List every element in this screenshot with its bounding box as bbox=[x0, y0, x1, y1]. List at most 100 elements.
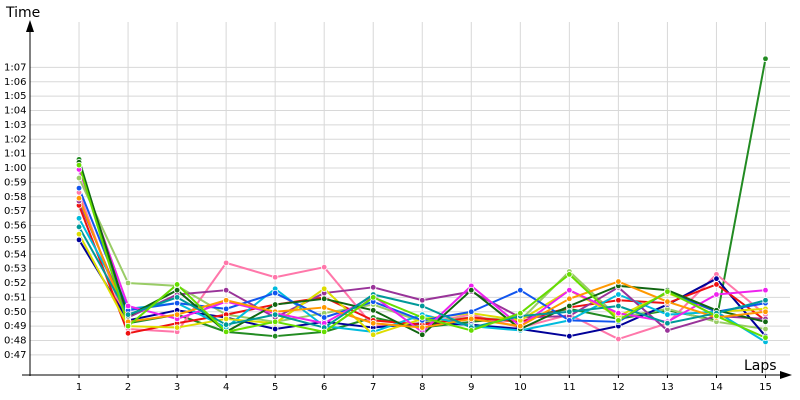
x-tick-label: 2 bbox=[125, 382, 131, 393]
y-tick-label: 0:55 bbox=[4, 235, 26, 246]
data-point bbox=[271, 274, 279, 281]
x-tick-label: 12 bbox=[612, 382, 625, 393]
data-point bbox=[75, 174, 83, 182]
data-point bbox=[271, 332, 279, 340]
y-axis-arrow bbox=[26, 20, 34, 32]
data-point bbox=[664, 311, 671, 318]
data-point bbox=[615, 309, 622, 317]
data-point bbox=[762, 318, 769, 326]
data-point bbox=[664, 327, 671, 334]
x-tick-label: 5 bbox=[272, 382, 278, 393]
data-point bbox=[320, 304, 328, 311]
data-point bbox=[615, 291, 622, 298]
x-tick-label: 1 bbox=[76, 382, 82, 393]
data-point bbox=[664, 320, 671, 327]
data-point bbox=[713, 312, 720, 320]
data-point bbox=[75, 161, 83, 169]
x-tick-label: 8 bbox=[419, 382, 425, 393]
data-point bbox=[222, 286, 230, 294]
x-tick-label: 6 bbox=[321, 382, 327, 393]
x-tick-label: 10 bbox=[514, 382, 527, 393]
y-tick-label: 0:59 bbox=[4, 177, 26, 188]
data-point bbox=[615, 302, 622, 310]
data-point bbox=[419, 297, 426, 304]
data-point bbox=[271, 311, 279, 318]
y-tick-label: 0:53 bbox=[4, 264, 26, 275]
data-point bbox=[320, 263, 328, 271]
data-point bbox=[124, 302, 132, 310]
data-point bbox=[664, 298, 671, 305]
data-point bbox=[370, 331, 377, 338]
data-point bbox=[370, 320, 377, 327]
y-tick-label: 1:00 bbox=[4, 163, 26, 174]
data-point bbox=[173, 294, 181, 301]
x-tick-label: 7 bbox=[370, 382, 376, 393]
data-point bbox=[173, 286, 181, 294]
data-point bbox=[320, 285, 328, 292]
y-tick-label: 0:50 bbox=[4, 307, 26, 318]
data-point bbox=[320, 328, 328, 336]
data-point bbox=[75, 236, 83, 244]
plot-area bbox=[75, 55, 769, 346]
x-tick-label: 15 bbox=[759, 382, 772, 393]
data-point bbox=[222, 315, 230, 323]
data-point bbox=[173, 299, 181, 307]
data-point bbox=[468, 286, 475, 294]
data-point bbox=[713, 275, 720, 282]
y-tick-label: 0:51 bbox=[4, 292, 26, 303]
y-axis-title: Time bbox=[5, 5, 40, 21]
data-point bbox=[713, 281, 720, 288]
data-point bbox=[271, 318, 279, 326]
y-tick-label: 1:06 bbox=[4, 77, 26, 88]
data-point bbox=[75, 223, 83, 231]
data-point bbox=[468, 315, 475, 323]
data-point bbox=[320, 314, 328, 321]
x-axis-title: Laps bbox=[744, 358, 777, 374]
data-point bbox=[762, 297, 769, 304]
data-point bbox=[124, 330, 132, 337]
data-point bbox=[566, 308, 573, 315]
data-point bbox=[762, 325, 769, 333]
x-axis-arrow bbox=[780, 371, 792, 379]
data-point bbox=[222, 328, 230, 336]
data-point bbox=[762, 286, 769, 294]
y-tick-label: 1:01 bbox=[4, 149, 26, 160]
data-point bbox=[370, 294, 377, 301]
data-point bbox=[271, 301, 279, 308]
data-point bbox=[762, 308, 769, 315]
data-point bbox=[713, 291, 720, 298]
data-point bbox=[615, 317, 622, 324]
data-point bbox=[370, 284, 377, 291]
data-point bbox=[75, 194, 83, 202]
data-point bbox=[517, 322, 524, 330]
data-point bbox=[566, 295, 573, 303]
data-point bbox=[173, 324, 181, 331]
y-tick-label: 0:49 bbox=[4, 321, 26, 332]
data-point bbox=[664, 288, 671, 295]
y-tick-label: 1:07 bbox=[4, 62, 26, 73]
data-point bbox=[615, 335, 622, 343]
data-point bbox=[271, 325, 279, 333]
data-point bbox=[75, 230, 83, 238]
data-point bbox=[370, 307, 377, 314]
y-tick-label: 0:52 bbox=[4, 278, 26, 289]
x-tick-label: 3 bbox=[174, 382, 180, 393]
data-point bbox=[222, 259, 230, 267]
data-point bbox=[173, 311, 181, 318]
data-point bbox=[222, 305, 230, 313]
y-tick-label: 1:03 bbox=[4, 120, 26, 131]
x-tick-label: 13 bbox=[661, 382, 674, 393]
data-point bbox=[419, 314, 426, 321]
data-point bbox=[419, 331, 426, 338]
x-tick-label: 4 bbox=[223, 382, 229, 393]
y-tick-label: 1:05 bbox=[4, 91, 26, 102]
x-tick-label: 11 bbox=[563, 382, 576, 393]
y-tick-label: 0:54 bbox=[4, 249, 26, 260]
data-point bbox=[566, 332, 573, 340]
y-tick-label: 1:04 bbox=[4, 106, 26, 117]
data-point bbox=[124, 311, 132, 318]
data-point bbox=[615, 297, 622, 304]
y-tick-label: 0:47 bbox=[4, 350, 26, 361]
y-tick-label: 0:58 bbox=[4, 192, 26, 203]
